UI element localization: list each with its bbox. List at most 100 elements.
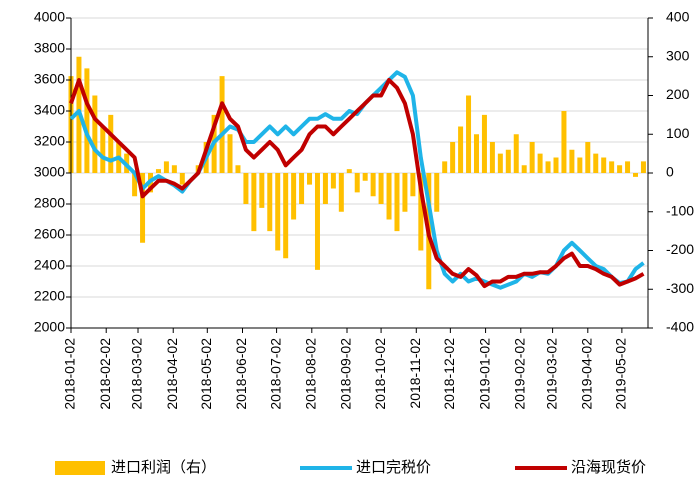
x-tick-label: 2018-01-02 xyxy=(62,338,78,410)
bar xyxy=(402,173,408,212)
bar xyxy=(394,173,400,232)
x-tick-label: 2018-04-02 xyxy=(164,338,180,410)
bar xyxy=(418,173,424,251)
y-tick-label: 2600 xyxy=(34,226,65,242)
x-tick-label: 2018-09-02 xyxy=(338,338,354,410)
bar xyxy=(386,173,392,220)
y2-tick-label: 300 xyxy=(666,47,690,63)
bar xyxy=(108,114,114,173)
bar xyxy=(378,173,384,204)
bar xyxy=(625,161,631,173)
bar xyxy=(155,169,161,173)
bar xyxy=(410,173,416,197)
y2-tick-label: -200 xyxy=(666,241,694,257)
y-tick-label: 2800 xyxy=(34,195,65,211)
bar xyxy=(307,173,313,185)
bar xyxy=(283,173,289,259)
y-tick-label: 3800 xyxy=(34,40,65,56)
y-tick-label: 2400 xyxy=(34,257,65,273)
bar xyxy=(473,134,479,173)
x-tick-label: 2018-02-02 xyxy=(97,338,113,410)
bar xyxy=(458,126,464,173)
bar xyxy=(362,173,368,181)
line-series xyxy=(69,78,645,289)
bar xyxy=(434,173,440,212)
bar xyxy=(314,173,320,270)
bar xyxy=(163,161,169,173)
bar xyxy=(545,161,551,173)
bar xyxy=(529,142,535,173)
x-tick-label: 2018-06-02 xyxy=(233,338,249,410)
y-tick-label: 3400 xyxy=(34,102,65,118)
y-tick-label: 2200 xyxy=(34,288,65,304)
bar xyxy=(521,165,527,173)
bar xyxy=(617,165,623,173)
bar xyxy=(505,149,511,173)
bar xyxy=(132,173,138,197)
bar xyxy=(601,157,607,173)
bar xyxy=(497,153,503,173)
bar xyxy=(179,173,185,185)
bar xyxy=(267,173,273,232)
bar xyxy=(235,165,241,173)
bar xyxy=(171,165,177,173)
bar xyxy=(84,68,90,173)
bar xyxy=(370,173,376,197)
bar xyxy=(466,95,472,173)
y2-tick-label: -100 xyxy=(666,202,694,218)
bar xyxy=(633,173,639,177)
bar xyxy=(299,173,305,204)
x-tick-label: 2018-03-02 xyxy=(129,338,145,410)
y-tick-label: 4000 xyxy=(34,9,65,25)
y2-tick-label: 200 xyxy=(666,86,690,102)
bar xyxy=(489,142,495,173)
bar xyxy=(330,173,336,189)
bar xyxy=(609,161,615,173)
bar xyxy=(100,126,106,173)
bar xyxy=(481,114,487,173)
bar xyxy=(275,173,281,251)
bar xyxy=(561,111,567,173)
bar xyxy=(513,134,519,173)
bar xyxy=(577,157,583,173)
x-tick-label: 2018-08-02 xyxy=(302,338,318,410)
y-tick-label: 2000 xyxy=(34,319,65,335)
x-tick-label: 2018-12-02 xyxy=(441,338,457,410)
x-tick-label: 2018-10-02 xyxy=(372,338,388,410)
x-tick-label: 2019-05-02 xyxy=(613,338,629,410)
x-tick-label: 2018-11-02 xyxy=(407,338,423,409)
x-tick-label: 2019-02-02 xyxy=(511,338,527,410)
bar xyxy=(346,169,352,173)
y-tick-label: 3200 xyxy=(34,133,65,149)
x-tick-label: 2018-05-02 xyxy=(198,338,214,410)
bar xyxy=(338,173,344,212)
bar xyxy=(227,134,233,173)
bar xyxy=(593,153,599,173)
x-tick-label: 2018-07-02 xyxy=(267,338,283,410)
legend-label: 进口完税价 xyxy=(356,459,431,476)
y-tick-label: 3000 xyxy=(34,164,65,180)
bar xyxy=(442,161,448,173)
bar xyxy=(354,173,360,193)
bar xyxy=(243,173,249,204)
x-tick-label: 2019-01-02 xyxy=(476,338,492,410)
legend-swatch xyxy=(55,461,105,475)
legend-label: 进口利润（右） xyxy=(111,459,216,476)
bar xyxy=(450,142,456,173)
bar xyxy=(140,173,146,243)
bar xyxy=(553,157,559,173)
y2-tick-label: -300 xyxy=(666,280,694,296)
y2-tick-label: -400 xyxy=(666,319,694,335)
bar xyxy=(640,161,646,173)
bar xyxy=(537,153,543,173)
y2-tick-label: 100 xyxy=(666,125,690,141)
bar xyxy=(92,95,98,173)
x-tick-label: 2019-04-02 xyxy=(579,338,595,410)
y2-tick-label: 400 xyxy=(666,9,690,25)
x-tick-label: 2019-03-02 xyxy=(543,338,559,410)
bar xyxy=(291,173,297,220)
y2-tick-label: 0 xyxy=(666,164,674,180)
bar xyxy=(585,142,591,173)
bar xyxy=(569,149,575,173)
